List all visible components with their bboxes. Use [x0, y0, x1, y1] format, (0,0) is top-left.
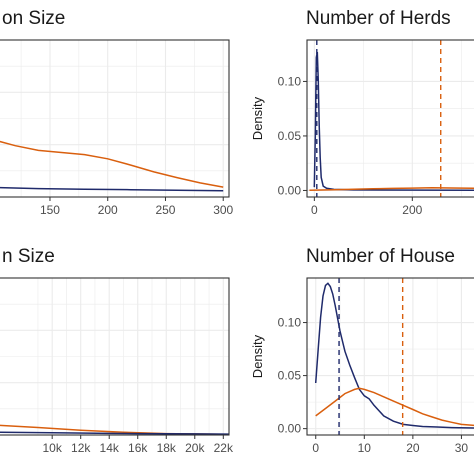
panel-border: [306, 39, 474, 198]
series-line: [0, 431, 229, 435]
x-tick-label: 30: [455, 441, 469, 455]
x-tick-label: 10k: [43, 441, 63, 455]
x-tick-label: 20: [406, 441, 420, 455]
panel-border: [0, 277, 230, 436]
y-tick-label: 0.05: [278, 129, 302, 143]
x-tick-label: 20k: [185, 441, 205, 455]
panel-title: Number of Herds: [306, 8, 451, 29]
y-axis-label: Density: [250, 96, 265, 140]
series-line: [313, 51, 474, 191]
y-tick-label: 0.10: [278, 316, 302, 330]
series-line: [314, 282, 474, 429]
panel-title: n Size: [2, 246, 55, 267]
y-tick-label: 0.05: [278, 369, 302, 383]
panel-border: [306, 277, 474, 436]
series-line: [0, 186, 224, 192]
x-tick-label: 200: [402, 203, 422, 217]
x-tick-label: 14k: [100, 441, 120, 455]
series-line: [0, 140, 224, 188]
x-tick-label: 0: [311, 203, 318, 217]
x-tick-label: 0: [312, 441, 319, 455]
x-tick-label: 16k: [128, 441, 148, 455]
x-tick-label: 300: [213, 203, 233, 217]
panel-title: on Size: [2, 8, 65, 29]
x-tick-label: 22k: [214, 441, 234, 455]
panel-border: [0, 39, 230, 198]
x-tick-label: 18k: [157, 441, 177, 455]
x-tick-label: 200: [98, 203, 118, 217]
series-line: [309, 187, 474, 191]
y-tick-label: 0.00: [278, 183, 302, 197]
x-tick-label: 10: [358, 441, 372, 455]
series-line: [315, 387, 474, 427]
x-tick-label: 250: [155, 203, 175, 217]
x-tick-label: 12k: [71, 441, 91, 455]
panel-title: Number of House: [306, 246, 455, 267]
x-tick-label: 150: [40, 203, 60, 217]
y-tick-label: 0.10: [278, 74, 302, 88]
y-tick-label: 0.00: [278, 422, 302, 436]
y-axis-label: Density: [250, 334, 265, 378]
